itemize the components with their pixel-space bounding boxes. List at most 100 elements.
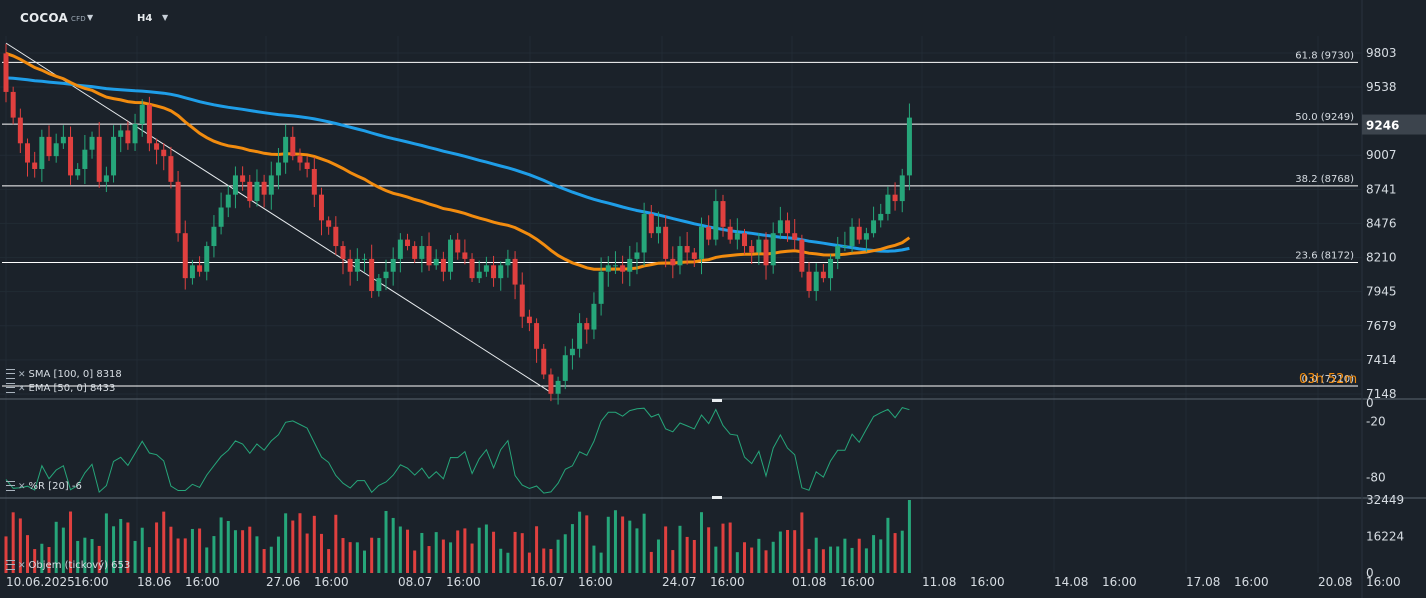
indicator-williams[interactable]: ✕ %R [20] -6	[6, 481, 82, 492]
price-tick-label: 9803	[1366, 46, 1397, 60]
candle	[569, 348, 575, 356]
volume-bar	[398, 526, 402, 573]
candle	[412, 246, 418, 259]
volume-bar	[104, 513, 108, 573]
volume-bar	[843, 538, 847, 573]
candle	[835, 246, 841, 259]
close-icon[interactable]: ✕	[18, 561, 26, 571]
time-tick-time: 16:00	[970, 575, 1005, 589]
indicator-sma[interactable]: ✕ SMA [100, 0] 8318	[6, 369, 122, 380]
close-icon[interactable]: ✕	[18, 384, 26, 394]
volume-bar	[219, 517, 223, 573]
volume-bar	[793, 530, 797, 573]
settings-icon[interactable]	[6, 383, 15, 393]
volume-bar	[549, 548, 553, 573]
volume-bar	[90, 539, 94, 573]
volume-bar	[370, 537, 374, 573]
candle	[197, 265, 203, 272]
volume-bar	[11, 512, 15, 573]
volume-bar	[678, 525, 682, 573]
volume-bar	[656, 539, 660, 573]
candle	[584, 323, 590, 330]
volume-bar	[334, 514, 338, 573]
volume-bar	[76, 540, 80, 573]
volume-bar	[470, 543, 474, 573]
candles	[3, 43, 912, 405]
candle	[792, 233, 798, 240]
candle	[254, 181, 260, 202]
volume-bar	[284, 513, 288, 573]
settings-icon[interactable]	[6, 481, 15, 491]
candle	[232, 175, 238, 195]
time-tick-date: 10.06.2025	[6, 575, 75, 589]
volume-bar	[47, 547, 51, 573]
symbol-selector[interactable]: COCOA CFD	[20, 11, 86, 25]
volume-bar	[276, 536, 280, 573]
candle	[849, 226, 855, 247]
volume-bar	[112, 526, 116, 573]
volume-bar	[499, 548, 503, 573]
timeframe-selector[interactable]: H4	[137, 13, 153, 24]
candle	[655, 226, 661, 234]
volume-bar	[821, 549, 825, 573]
volume-bar	[212, 536, 216, 573]
settings-icon[interactable]	[6, 369, 15, 379]
chevron-down-icon[interactable]: ▼	[87, 13, 94, 22]
volume-tick-label: 16224	[1366, 530, 1404, 544]
candle	[878, 213, 884, 221]
volume-bar	[599, 552, 603, 573]
candle	[720, 201, 726, 227]
pane-resize-handle[interactable]	[712, 496, 722, 499]
candle	[663, 226, 669, 259]
volume-bar	[176, 538, 180, 573]
volume-bar	[743, 542, 747, 573]
candle	[770, 233, 776, 266]
candle	[698, 226, 704, 259]
candle	[777, 220, 783, 234]
volume-bar	[133, 540, 137, 573]
volume-bar	[857, 538, 861, 573]
volume-bar	[119, 518, 123, 573]
volume-bar	[241, 530, 245, 573]
candle	[598, 271, 604, 304]
candle	[340, 246, 346, 259]
volume-bar	[147, 547, 151, 573]
fib-level-label: 0.0 (7210)	[1302, 374, 1354, 385]
close-icon[interactable]: ✕	[18, 482, 26, 492]
price-tick-label: 7945	[1366, 285, 1397, 299]
time-tick-date: 16.07	[530, 575, 564, 589]
chevron-down-icon[interactable]: ▼	[162, 13, 169, 22]
fib-level-label: 61.8 (9730)	[1295, 50, 1354, 61]
candle	[670, 258, 676, 266]
candle	[577, 323, 583, 349]
volume-bar	[406, 529, 410, 573]
candle	[483, 265, 489, 272]
time-tick-date: 08.07	[398, 575, 432, 589]
volume-bar	[255, 536, 259, 573]
volume-bar	[542, 548, 546, 573]
price-tick-label: 8476	[1366, 216, 1397, 230]
close-icon[interactable]: ✕	[18, 370, 26, 380]
candle	[318, 194, 324, 221]
candle	[906, 117, 912, 176]
indicator-volume[interactable]: ✕ Objem (tickový) 653	[6, 560, 130, 571]
volume-bar	[434, 532, 438, 573]
indicator-ema[interactable]: ✕ EMA [50, 0] 8433	[6, 383, 115, 394]
pane-resize-handle[interactable]	[712, 399, 722, 402]
fib-level-label: 38.2 (8768)	[1295, 174, 1354, 185]
candle	[168, 156, 174, 182]
price-tick-label: 8210	[1366, 251, 1397, 265]
volume-bar	[449, 542, 453, 573]
candle	[103, 175, 109, 182]
candle	[118, 130, 124, 137]
candle	[498, 265, 504, 279]
candle	[433, 258, 439, 266]
settings-icon[interactable]	[6, 560, 15, 570]
candle	[397, 239, 403, 259]
volume-bar	[269, 546, 273, 573]
candle	[53, 143, 59, 157]
volume-bar	[527, 552, 531, 573]
volume-bar	[298, 513, 302, 573]
